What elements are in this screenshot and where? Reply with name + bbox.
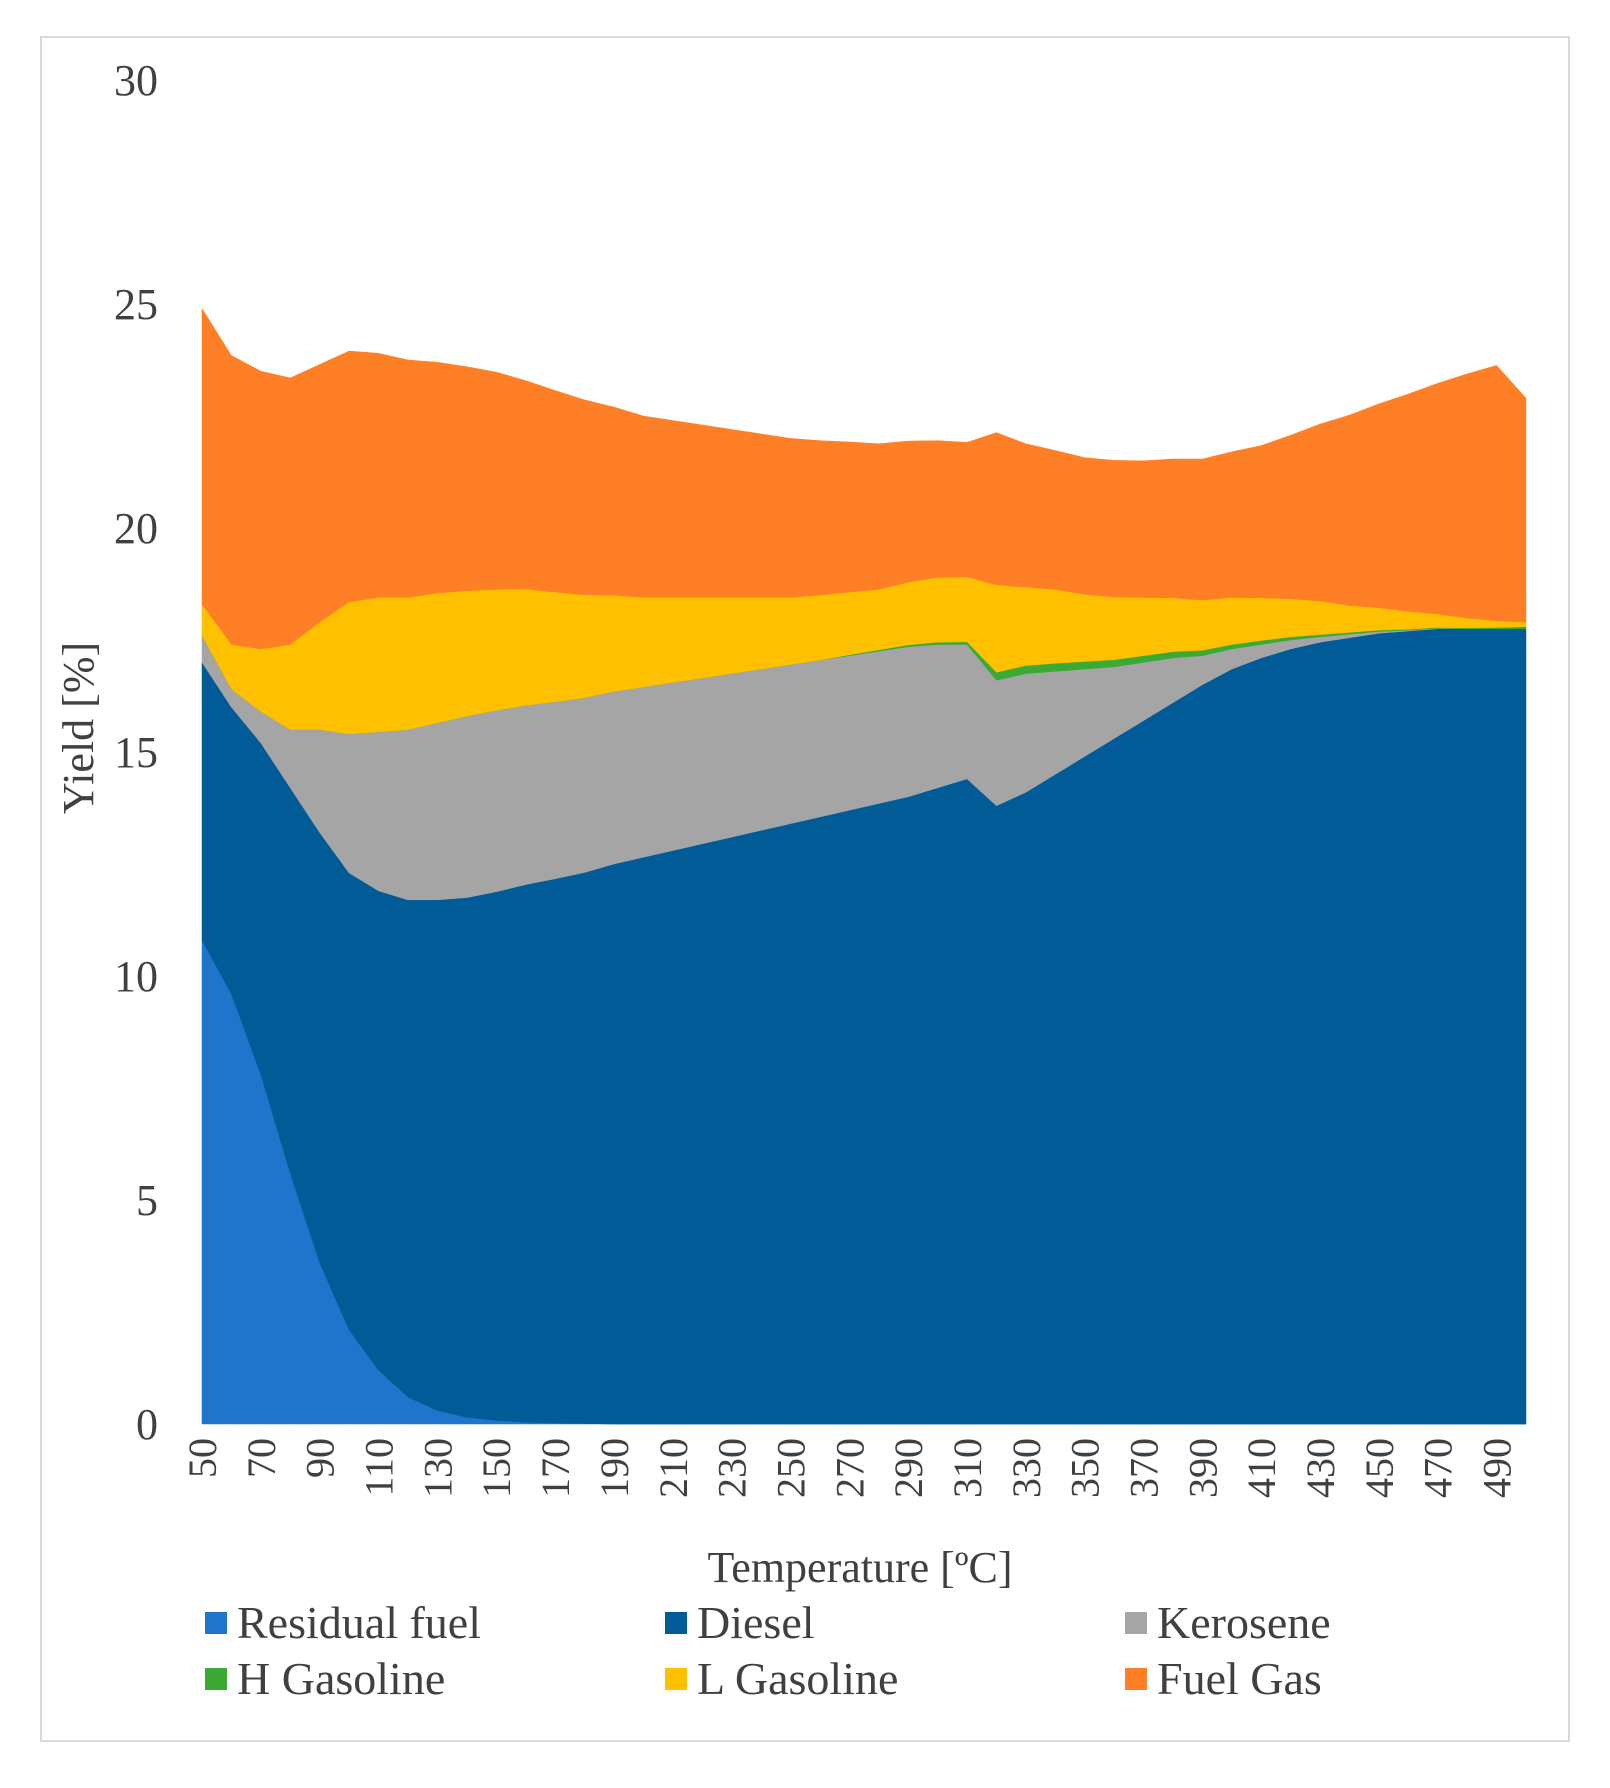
y-tick-label: 5	[136, 1176, 158, 1225]
y-tick-label: 30	[114, 56, 158, 105]
x-tick-label: 270	[827, 1438, 872, 1498]
x-tick-label: 290	[886, 1438, 931, 1498]
y-tick-label: 15	[114, 728, 158, 777]
legend-swatch-kerosene	[1125, 1612, 1147, 1634]
x-tick-label: 230	[710, 1438, 755, 1498]
x-tick-label: 190	[592, 1438, 637, 1498]
x-tick-label: 390	[1180, 1438, 1225, 1498]
y-tick-label: 0	[136, 1400, 158, 1449]
x-tick-label: 330	[1004, 1438, 1049, 1498]
x-tick-label: 470	[1416, 1438, 1461, 1498]
x-tick-label: 90	[298, 1438, 343, 1478]
x-tick-label: 70	[239, 1438, 284, 1478]
y-tick-label: 25	[114, 280, 158, 329]
x-tick-label: 210	[651, 1438, 696, 1498]
x-tick-label: 150	[474, 1438, 519, 1498]
y-tick-label: 20	[114, 504, 158, 553]
legend-label-l-gasoline: L Gasoline	[697, 1653, 898, 1704]
legend-swatch-residual-fuel	[205, 1612, 227, 1634]
x-tick-label: 310	[945, 1438, 990, 1498]
x-tick-label: 450	[1357, 1438, 1402, 1498]
x-tick-label: 350	[1063, 1438, 1108, 1498]
x-tick-label: 410	[1239, 1438, 1284, 1498]
x-tick-label: 110	[357, 1438, 402, 1497]
y-axis-title: Yield [%]	[54, 642, 103, 814]
legend-label-kerosene: Kerosene	[1157, 1597, 1331, 1648]
x-tick-label: 490	[1475, 1438, 1520, 1498]
x-tick-label: 50	[180, 1438, 225, 1478]
legend-label-residual-fuel: Residual fuel	[237, 1597, 481, 1648]
legend-label-h-gasoline: H Gasoline	[237, 1653, 445, 1704]
legend-swatch-h-gasoline	[205, 1668, 227, 1690]
x-tick-label: 250	[768, 1438, 813, 1498]
legend-swatch-fuel-gas	[1125, 1668, 1147, 1690]
legend-swatch-diesel	[665, 1612, 687, 1634]
area-fuel-gas	[201, 307, 1527, 650]
x-tick-label: 370	[1122, 1438, 1167, 1498]
legend-label-fuel-gas: Fuel Gas	[1157, 1653, 1322, 1704]
x-axis-title: Temperature [ºC]	[708, 1543, 1013, 1592]
legend-swatch-l-gasoline	[665, 1668, 687, 1690]
legend-label-diesel: Diesel	[697, 1597, 815, 1648]
x-tick-label: 430	[1298, 1438, 1343, 1498]
y-tick-label: 10	[114, 952, 158, 1001]
x-tick-label: 130	[415, 1438, 460, 1498]
x-tick-label: 170	[533, 1438, 578, 1498]
